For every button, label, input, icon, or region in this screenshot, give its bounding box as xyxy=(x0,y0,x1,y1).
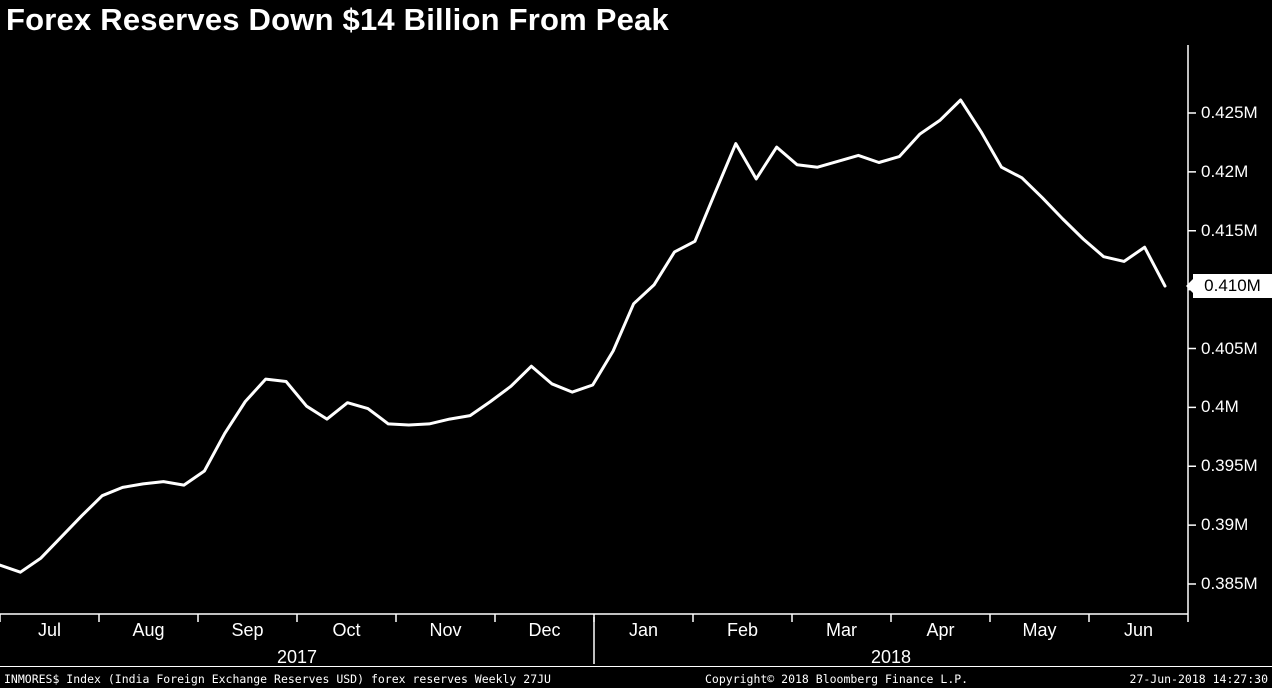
month-label: Sep xyxy=(231,620,264,640)
forex-reserves-series-line xyxy=(0,98,1167,574)
month-label: Feb xyxy=(726,620,759,640)
last-price-label: 0.410M xyxy=(1204,276,1261,296)
status-bar: INMORES$ Index (India Foreign Exchange R… xyxy=(0,669,1272,688)
month-label: Dec xyxy=(528,620,561,640)
y-axis-tick-label: 0.4M xyxy=(1201,397,1239,417)
month-label: Jul xyxy=(37,620,61,640)
month-label: Oct xyxy=(332,620,361,640)
month-label: May xyxy=(1022,620,1057,640)
y-axis-tick-label: 0.42M xyxy=(1201,161,1249,181)
y-axis-tick-label: 0.425M xyxy=(1201,103,1258,122)
timestamp: 27-Jun-2018 14:27:30 xyxy=(1129,672,1268,686)
y-axis-tick-label: 0.39M xyxy=(1201,515,1249,535)
month-label: Jun xyxy=(1123,620,1154,640)
year-label-2018: 2018 xyxy=(870,647,912,667)
month-label: Mar xyxy=(826,620,857,640)
y-axis-tick-label: 0.385M xyxy=(1201,574,1258,593)
year-label-2017: 2017 xyxy=(276,647,318,667)
month-label: Jan xyxy=(628,620,659,640)
y-axis-tick-label: 0.415M xyxy=(1201,220,1258,240)
y-axis-tick-label: 0.405M xyxy=(1201,338,1258,358)
last-price-badge: 0.410M xyxy=(1186,274,1272,299)
copyright-text: Copyright© 2018 Bloomberg Finance L.P. xyxy=(705,672,969,686)
month-label: Aug xyxy=(132,620,165,640)
chart-title: Forex Reserves Down $14 Billion From Pea… xyxy=(6,2,669,37)
footer-separator xyxy=(0,666,1272,667)
security-description: INMORES$ Index (India Foreign Exchange R… xyxy=(4,672,551,686)
month-label: Nov xyxy=(429,620,462,640)
month-label: Apr xyxy=(926,620,955,640)
x-axis-month-labels: Jul Aug Sep Oct Nov Dec Jan Feb Mar Apr May Jun xyxy=(0,620,1188,646)
y-axis-tick-label: 0.395M xyxy=(1201,456,1258,476)
badge-pointer-icon xyxy=(1186,279,1193,294)
